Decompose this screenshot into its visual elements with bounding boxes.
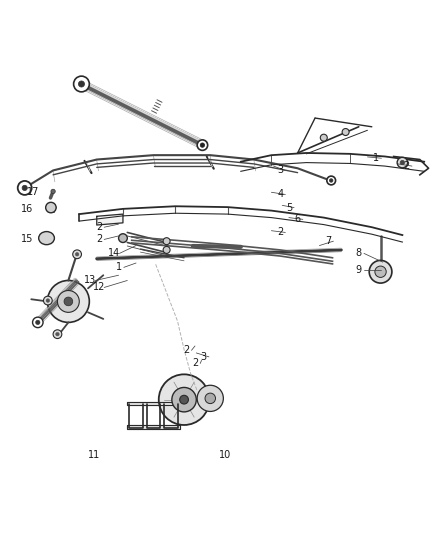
Circle shape: [329, 179, 333, 182]
Text: 1: 1: [116, 262, 122, 272]
Circle shape: [57, 290, 79, 312]
Text: 15: 15: [21, 235, 33, 245]
Circle shape: [35, 320, 40, 325]
Text: 16: 16: [21, 204, 33, 214]
Circle shape: [159, 374, 209, 425]
Text: 2: 2: [404, 161, 410, 171]
Circle shape: [320, 134, 327, 141]
Circle shape: [400, 160, 405, 165]
Circle shape: [197, 140, 208, 150]
Text: 17: 17: [27, 187, 39, 197]
Text: 5: 5: [286, 203, 292, 213]
Text: 8: 8: [356, 248, 362, 259]
Circle shape: [342, 128, 349, 135]
Text: 2: 2: [96, 222, 102, 232]
Text: 7: 7: [325, 236, 331, 246]
Circle shape: [180, 395, 188, 404]
Circle shape: [327, 176, 336, 185]
Circle shape: [32, 317, 43, 328]
Circle shape: [78, 81, 85, 87]
Text: 2: 2: [96, 235, 102, 245]
Circle shape: [119, 234, 127, 243]
Text: 10: 10: [219, 450, 232, 460]
Text: 3: 3: [277, 165, 283, 175]
Polygon shape: [97, 214, 123, 225]
Circle shape: [205, 393, 215, 403]
Text: 4: 4: [277, 189, 283, 199]
Circle shape: [56, 333, 59, 336]
Text: 9: 9: [356, 265, 362, 275]
Text: 11: 11: [88, 450, 101, 460]
Circle shape: [397, 157, 408, 168]
Circle shape: [172, 387, 196, 412]
Text: 2: 2: [192, 358, 198, 368]
Circle shape: [163, 246, 170, 253]
Text: 13: 13: [84, 276, 96, 286]
Polygon shape: [127, 425, 180, 429]
Circle shape: [64, 297, 73, 306]
Circle shape: [53, 330, 62, 338]
Circle shape: [200, 143, 205, 147]
Text: 1: 1: [373, 153, 379, 163]
Circle shape: [74, 76, 89, 92]
Text: 14: 14: [108, 248, 120, 259]
Text: 2: 2: [183, 345, 189, 356]
Text: 12: 12: [93, 282, 105, 293]
Circle shape: [22, 185, 27, 190]
Circle shape: [51, 189, 55, 193]
Circle shape: [75, 253, 79, 256]
Polygon shape: [127, 402, 180, 405]
Circle shape: [73, 250, 81, 259]
Text: 3: 3: [201, 352, 207, 362]
Circle shape: [163, 238, 170, 245]
Circle shape: [375, 266, 386, 277]
Circle shape: [46, 203, 56, 213]
Circle shape: [369, 261, 392, 283]
Ellipse shape: [39, 231, 54, 245]
Text: 2: 2: [277, 228, 283, 237]
Circle shape: [43, 296, 52, 305]
Circle shape: [46, 299, 49, 302]
Circle shape: [47, 280, 89, 322]
Circle shape: [197, 385, 223, 411]
Text: 6: 6: [294, 214, 300, 224]
Circle shape: [18, 181, 32, 195]
